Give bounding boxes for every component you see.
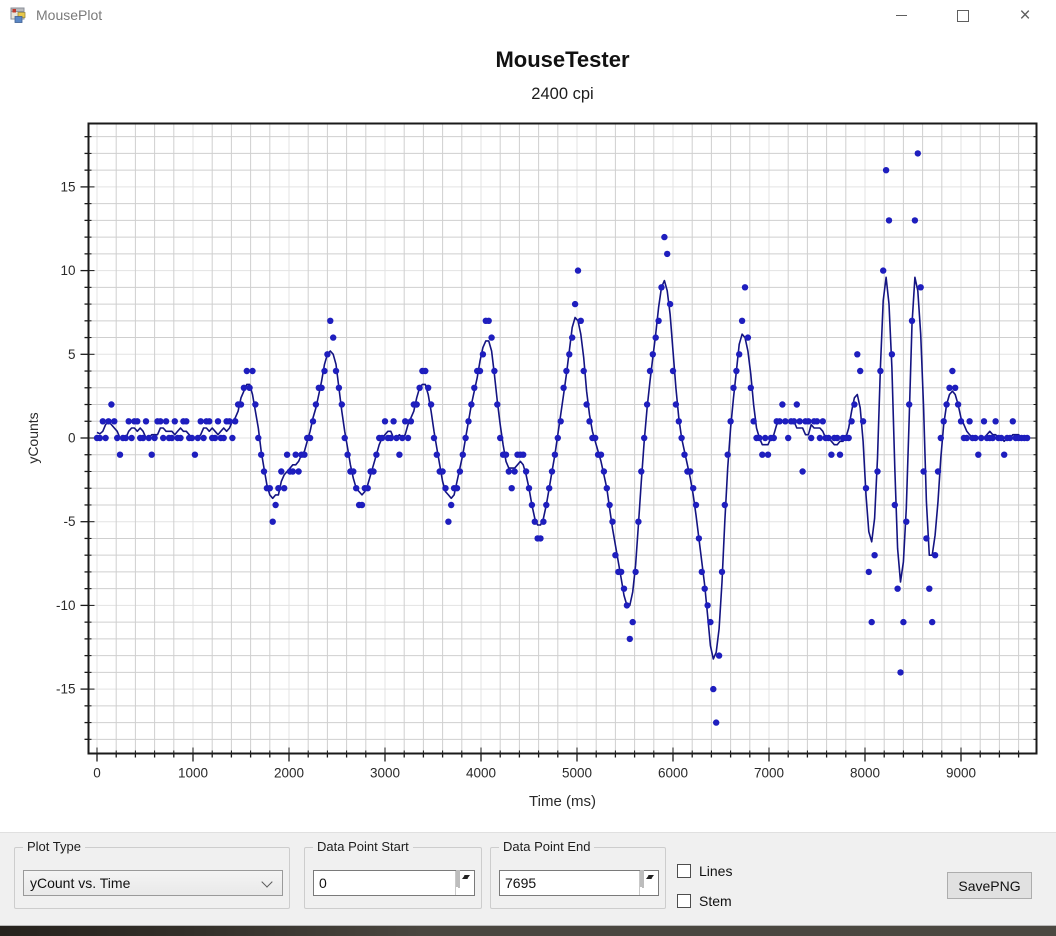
svg-text:5000: 5000 xyxy=(562,766,592,781)
window-controls: × xyxy=(870,0,1056,31)
svg-text:9000: 9000 xyxy=(946,766,976,781)
svg-text:-5: -5 xyxy=(63,514,75,529)
control-panel: Plot Type yCount vs. Time Data Point Sta… xyxy=(0,832,1056,926)
stem-checkbox-row: Stem xyxy=(677,892,732,909)
data-point-end-input[interactable]: 7695 xyxy=(499,870,659,896)
arrow-down-icon xyxy=(464,875,470,879)
stem-checkbox-label: Stem xyxy=(699,892,732,909)
maximize-button[interactable] xyxy=(932,0,994,31)
plot-type-value: yCount vs. Time xyxy=(30,875,131,891)
lines-checkbox-label: Lines xyxy=(699,862,733,879)
svg-text:2000: 2000 xyxy=(274,766,304,781)
close-button[interactable]: × xyxy=(994,0,1056,31)
svg-text:15: 15 xyxy=(60,179,75,194)
maximize-icon xyxy=(957,9,969,22)
svg-text:7000: 7000 xyxy=(754,766,784,781)
arrow-down-icon xyxy=(648,875,654,879)
chart-subtitle: 2400 cpi xyxy=(531,85,594,103)
data-point-end-label: Data Point End xyxy=(499,839,595,854)
svg-text:1000: 1000 xyxy=(178,766,208,781)
chevron-down-icon xyxy=(261,876,273,888)
chart-canvas: 0 1000 2000 3000 4000 5000 6000 7000 8000 9000 -15… xyxy=(56,122,1038,781)
spinner-down-button[interactable] xyxy=(642,870,654,888)
data-point-end-spinner xyxy=(639,870,658,895)
svg-text:-15: -15 xyxy=(56,682,76,697)
plot-type-label: Plot Type xyxy=(23,839,85,854)
svg-text:8000: 8000 xyxy=(850,766,880,781)
svg-text:0: 0 xyxy=(93,766,101,781)
plot-type-select[interactable]: yCount vs. Time xyxy=(23,870,283,896)
data-point-start-input[interactable]: 0 xyxy=(313,870,475,896)
lines-checkbox-row: Lines xyxy=(677,862,733,879)
svg-text:4000: 4000 xyxy=(466,766,496,781)
data-point-start-label: Data Point Start xyxy=(313,839,413,854)
close-icon: × xyxy=(1019,5,1031,26)
app-icon xyxy=(10,7,26,23)
spinner-down-button[interactable] xyxy=(458,870,470,888)
x-axis-label: Time (ms) xyxy=(529,793,596,810)
data-point-end-value: 7695 xyxy=(505,875,537,891)
y-axis-label: yCounts xyxy=(25,412,41,464)
data-point-start-groupbox: Data Point Start 0 xyxy=(304,839,482,909)
minimize-icon xyxy=(895,15,907,16)
svg-text:-10: -10 xyxy=(56,598,76,613)
minimize-button[interactable] xyxy=(870,0,932,31)
window-titlebar: MousePlot × xyxy=(0,0,1056,31)
data-point-end-groupbox: Data Point End 7695 xyxy=(490,839,666,909)
svg-text:10: 10 xyxy=(60,263,75,278)
plot-type-groupbox: Plot Type yCount vs. Time xyxy=(14,839,290,909)
data-point-start-value: 0 xyxy=(319,875,327,891)
savepng-button[interactable]: SavePNG xyxy=(947,872,1032,899)
taskbar-strip xyxy=(0,925,1056,936)
window-title: MousePlot xyxy=(36,7,103,23)
svg-text:6000: 6000 xyxy=(658,766,688,781)
stem-checkbox[interactable] xyxy=(677,893,691,908)
chart-title: MouseTester xyxy=(495,47,630,72)
lines-checkbox[interactable] xyxy=(677,863,691,878)
svg-text:3000: 3000 xyxy=(370,766,400,781)
svg-text:5: 5 xyxy=(68,347,76,362)
data-point-start-spinner xyxy=(455,870,474,895)
svg-text:0: 0 xyxy=(68,431,76,446)
